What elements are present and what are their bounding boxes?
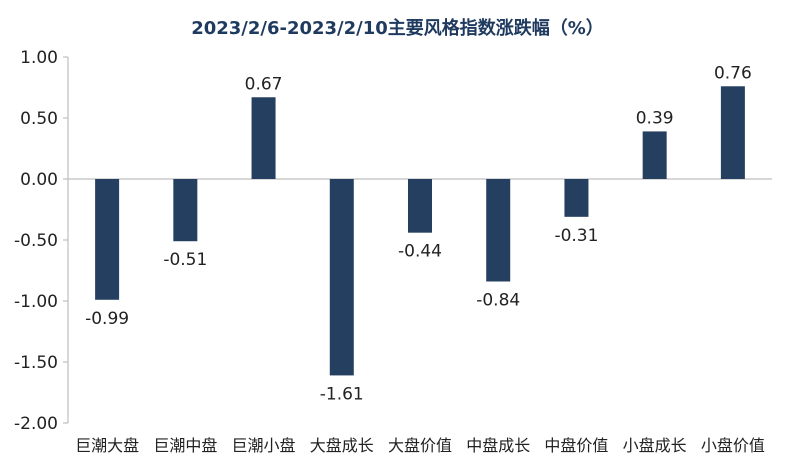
category-label: 中盘成长 bbox=[466, 436, 530, 455]
data-label: -0.44 bbox=[398, 242, 442, 262]
data-label: -0.84 bbox=[476, 290, 520, 310]
category-label: 大盘价值 bbox=[388, 436, 452, 455]
y-tick-label: -1.00 bbox=[14, 292, 58, 312]
bar bbox=[564, 179, 589, 217]
bars bbox=[95, 86, 745, 376]
data-label: 0.67 bbox=[245, 74, 283, 94]
category-label: 中盘价值 bbox=[544, 436, 608, 455]
data-labels: -0.99 -0.51 0.67 -1.61 -0.44 -0.84 -0.31 0.39 0.… bbox=[85, 63, 752, 404]
data-label: -0.51 bbox=[163, 250, 207, 270]
bar bbox=[329, 179, 354, 376]
data-label: -1.61 bbox=[320, 384, 364, 404]
y-tick-label: -0.50 bbox=[14, 231, 58, 251]
bar bbox=[251, 97, 276, 179]
category-label: 巨潮大盘 bbox=[75, 436, 139, 455]
bar bbox=[173, 179, 198, 242]
y-tick-label: 0.00 bbox=[20, 170, 58, 190]
y-axis: 1.00 0.50 0.00 -0.50 -1.00 -1.50 -2.00 bbox=[14, 48, 69, 434]
y-tick-label: 0.50 bbox=[20, 109, 58, 129]
bar bbox=[95, 179, 120, 300]
category-labels: 巨潮大盘 巨潮中盘 巨潮小盘 大盘成长 大盘价值 中盘成长 中盘价值 小盘成长 小盘价值 bbox=[75, 436, 765, 455]
category-label: 小盘成长 bbox=[623, 436, 687, 455]
category-label: 巨潮小盘 bbox=[232, 436, 296, 455]
category-label: 小盘价值 bbox=[701, 436, 765, 455]
bar bbox=[408, 179, 432, 233]
data-label: -0.31 bbox=[554, 226, 598, 246]
y-tick-label: 1.00 bbox=[20, 48, 58, 68]
data-label: 0.39 bbox=[636, 108, 674, 128]
bar bbox=[486, 179, 511, 282]
bar bbox=[720, 86, 745, 179]
chart-title: 2023/2/6-2023/2/10主要风格指数涨跌幅（%） bbox=[191, 18, 604, 39]
category-label: 大盘成长 bbox=[310, 436, 374, 455]
data-label: 0.76 bbox=[714, 63, 752, 83]
category-label: 巨潮中盘 bbox=[153, 436, 217, 455]
y-tick-label: -2.00 bbox=[14, 414, 58, 434]
data-label: -0.99 bbox=[85, 309, 129, 329]
bar bbox=[642, 131, 667, 179]
y-tick-label: -1.50 bbox=[14, 353, 58, 373]
